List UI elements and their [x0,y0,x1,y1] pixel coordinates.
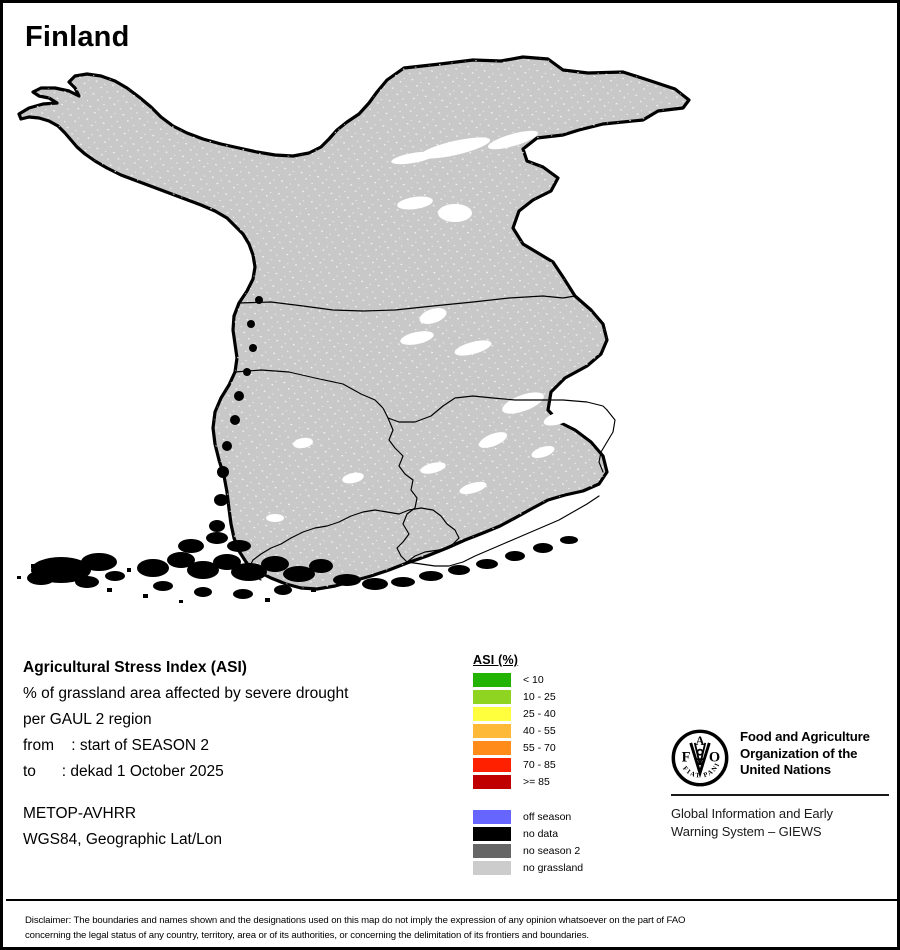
lake-speckle-overlay [19,57,689,589]
legend-swatch-no-data [473,826,511,841]
admin-boundary-southwest [248,509,400,581]
legend-label-off-season: off season [523,810,572,823]
info-aggregation: per GAUL 2 region [23,711,152,728]
legend-label-10-25: 10 - 25 [523,690,556,703]
legend-label-25-40: 25 - 40 [523,707,556,720]
lake-patches [266,130,575,522]
legend-swatch-gte85 [473,774,511,789]
legend-label-lt10: < 10 [523,673,544,686]
legend-label-gte85: >= 85 [523,775,550,788]
legend-label-no-season-2: no season 2 [523,844,581,857]
giews-line2: Warning System – GIEWS [671,823,822,839]
fao-letter-o: O [709,749,720,765]
admin-boundary-southeast [406,495,600,567]
legend-swatch-55-70 [473,740,511,755]
legend-label-70-85: 70 - 85 [523,758,556,771]
legend-swatch-no-grassland [473,860,511,875]
admin-boundary-mid-north [234,369,389,419]
legend-item-no-season-2[interactable]: no season 2 [473,842,633,859]
archipelago-islands [17,296,578,603]
info-period-from: from : start of SEASON 2 [23,737,210,754]
legend-label-no-grassland: no grassland [523,861,584,874]
info-spacer [23,785,453,801]
map-canvas[interactable] [3,48,897,643]
legend-swatch-no-season-2 [473,843,511,858]
finland-map-svg[interactable] [3,48,897,643]
legend-label-55-70: 55 - 70 [523,741,556,754]
legend-label-40-55: 40 - 55 [523,724,556,737]
fao-divider [671,794,889,796]
disclaimer-line1: Disclaimer: The boundaries and names sho… [25,915,686,926]
legend-item-off-season[interactable]: off season [473,808,633,825]
legend-label-no-data: no data [523,827,559,840]
admin-boundary-south-central [398,507,460,563]
disclaimer: Disclaimer: The boundaries and names sho… [25,913,883,943]
disclaimer-divider [6,899,900,901]
info-measure: % of grassland area affected by severe d… [23,685,349,702]
admin-boundaries [234,295,616,581]
legend-swatch-25-40 [473,706,511,721]
legend-item-no-grassland[interactable]: no grassland [473,859,633,876]
info-period-to: to : dekad 1 October 2025 [23,763,224,780]
page-title: Finland [25,21,130,53]
fao-letter-f: F [682,749,691,765]
fao-name-line2: Organization of the [740,745,858,761]
legend-swatch-off-season [473,809,511,824]
legend-item-no-data[interactable]: no data [473,825,633,842]
info-projection: WGS84, Geographic Lat/Lon [23,831,223,848]
legend-item-55-70[interactable]: 55 - 70 [473,739,633,756]
fao-logo-icon: F A O FIAT PANIS [671,729,729,787]
legend: ASI (%) < 10 10 - 25 25 - 40 40 - 55 55 … [473,653,633,876]
fao-name: Food and Agriculture Organization of the… [740,729,870,779]
legend-title: ASI (%) [473,653,519,667]
legend-swatch-70-85 [473,757,511,772]
admin-boundary-lakeland [387,417,418,563]
finland-landmass [17,55,691,591]
info-heading: Agricultural Stress Index (ASI) [23,659,247,676]
legend-swatch-10-25 [473,689,511,704]
admin-boundary-north [238,295,576,312]
legend-item-25-40[interactable]: 25 - 40 [473,705,633,722]
fao-letter-a: A [696,734,705,748]
legend-item-gte85[interactable]: >= 85 [473,773,633,790]
fao-name-line1: Food and Agriculture [740,729,870,744]
admin-boundary-east [598,409,616,473]
legend-item-70-85[interactable]: 70 - 85 [473,756,633,773]
disclaimer-line2: concerning the legal status of any count… [25,930,589,941]
legend-item-40-55[interactable]: 40 - 55 [473,722,633,739]
giews-line1: Global Information and Early [671,806,833,821]
info-sensor: METOP-AVHRR [23,805,137,822]
fao-name-line3: United Nations [740,762,831,777]
fao-branding: F A O FIAT PANIS Food and Agriculture Or… [671,729,889,840]
legend-swatch-40-55 [473,723,511,738]
map-info-block: Agricultural Stress Index (ASI) % of gra… [23,655,453,853]
admin-boundary-mid [387,395,608,423]
giews-name: Global Information and Early Warning Sys… [671,805,889,840]
legend-item-10-25[interactable]: 10 - 25 [473,688,633,705]
legend-swatch-lt10 [473,672,511,687]
legend-item-lt10[interactable]: < 10 [473,671,633,688]
legend-spacer [473,790,633,808]
